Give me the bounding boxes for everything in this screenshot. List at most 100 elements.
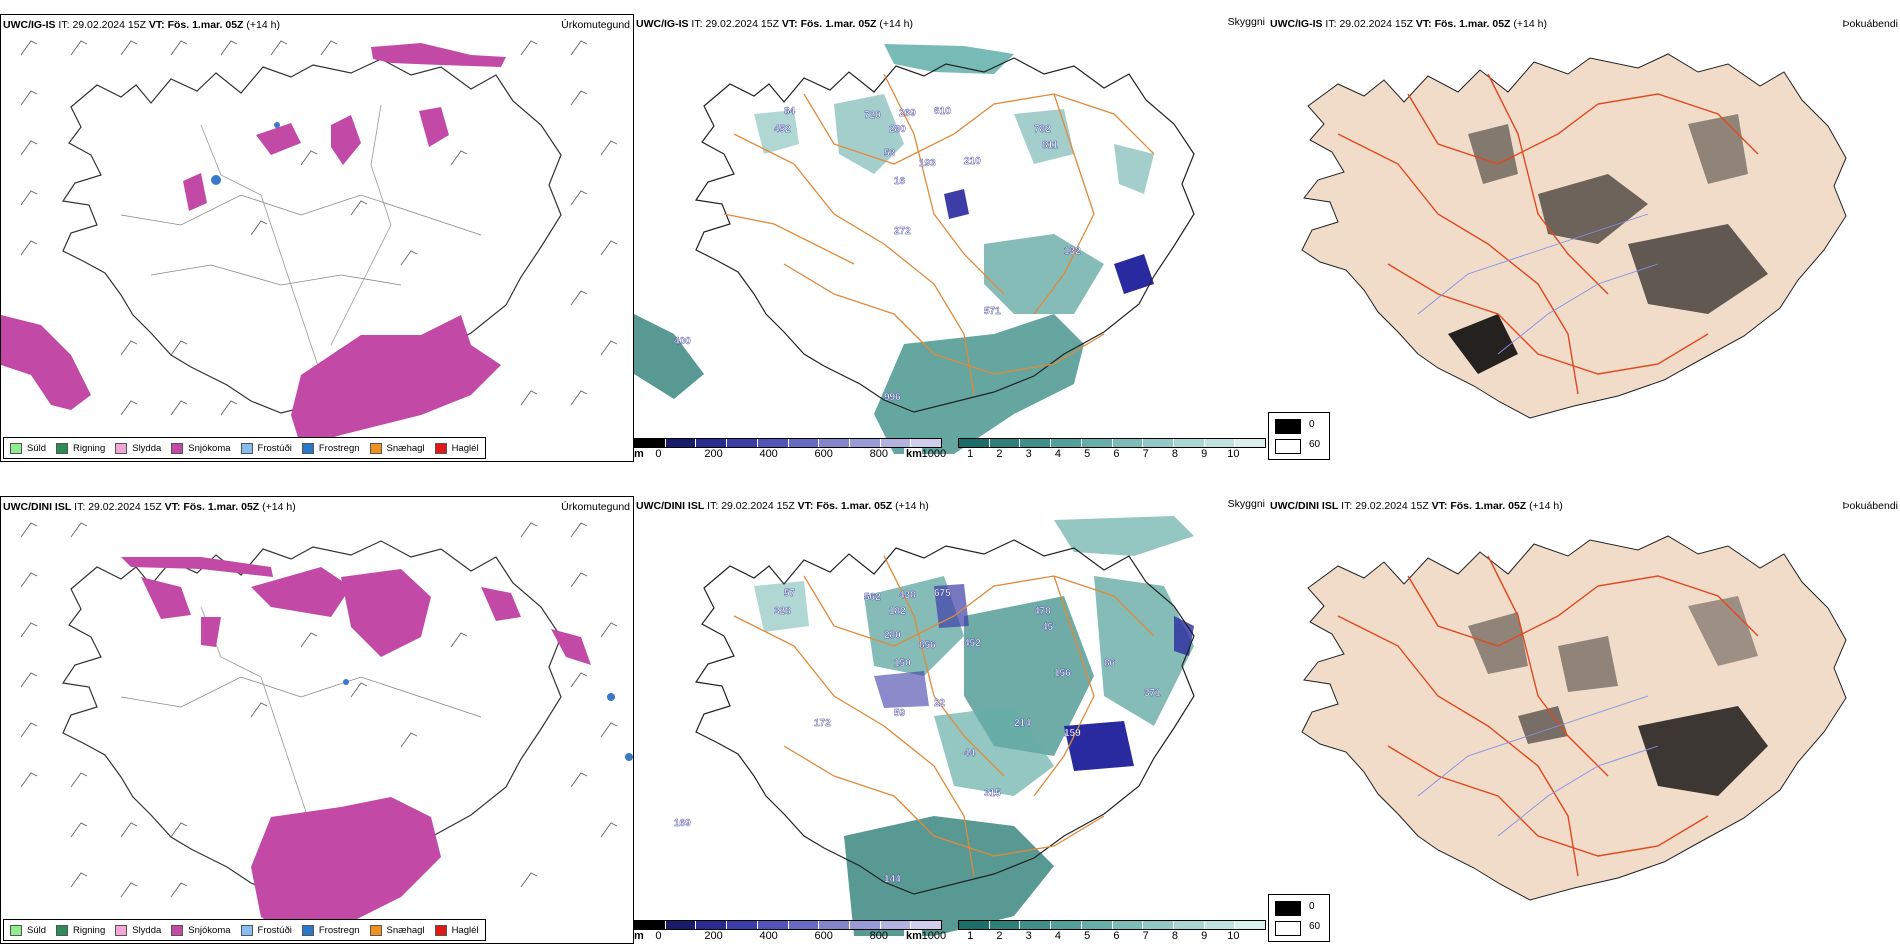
colorbar-segment: [989, 921, 1021, 929]
visibility-value-label: 269: [899, 108, 916, 119]
swatch-snow: [171, 924, 184, 936]
visibility-value-label: 86: [1104, 658, 1116, 669]
visibility-value-label: 315: [984, 788, 1001, 799]
fog-legend-black: [1275, 901, 1301, 916]
legend-label: Snæhagl: [386, 442, 425, 454]
swatch-freezing-rain: [301, 924, 314, 936]
fog-legend-high: 60: [1309, 439, 1321, 450]
colorbar-tick-label: 0: [655, 448, 662, 460]
colorbar-tick-label: 8: [1171, 448, 1178, 460]
precip-type-title-top: Úrkomutegund: [561, 19, 630, 31]
colorbar-segment: [696, 921, 728, 929]
colorbar-segment: [819, 439, 850, 447]
km-unit-bottom: km: [904, 930, 922, 942]
colorbar-segment: [880, 921, 912, 929]
visibility-value-label: 675: [934, 588, 951, 599]
colorbar-tick-label: 600: [814, 448, 833, 460]
swatch-graupel: [369, 442, 382, 454]
fog-indicator-map-top: [1301, 53, 1847, 419]
colorbar-tick-label: 1: [967, 930, 974, 942]
visibility-value-label: 782: [1034, 124, 1051, 135]
colorbar-segment: [727, 439, 758, 447]
fog-legend-high: 60: [1309, 921, 1321, 932]
swatch-rain: [56, 442, 69, 454]
colorbar-tick-label: 2: [996, 930, 1003, 942]
visibility-value-label: 57: [784, 588, 796, 599]
colorbar-tick-label: 9: [1201, 930, 1208, 942]
colorbar-tick-label: 5: [1084, 930, 1091, 942]
colorbar-tick-label: 600: [814, 930, 833, 942]
colorbar-tick-label: 5: [1084, 448, 1091, 460]
colorbar-tick-label: 800: [869, 930, 888, 942]
visibility-value-label: 280: [889, 124, 906, 135]
colorbar-segment: [788, 921, 820, 929]
colorbar-tick-label: 0: [655, 930, 662, 942]
visibility-value-label: 720: [864, 110, 881, 121]
m-unit-bottom: m: [634, 930, 644, 942]
header-top-2: UWC/IG-IS IT: 29.02.2024 15Z VT: Fös. 1.…: [636, 18, 913, 30]
colorbar-segment: [880, 439, 912, 447]
visibility-value-label: 182: [889, 606, 906, 617]
colorbar-segment: [788, 439, 820, 447]
legend-label: Frostúði: [257, 442, 292, 454]
visibility-value-label: 132: [1064, 246, 1081, 257]
visibility-value-label: 169: [674, 818, 691, 829]
colorbar-segment: [959, 921, 990, 929]
colorbar-tick-label: 10: [1227, 930, 1240, 942]
visibility-m-ticks-bottom: 0 200 400 600 800 1000: [634, 930, 946, 942]
colorbar-segment: [1173, 439, 1205, 447]
visibility-value-label: 59: [894, 708, 906, 719]
visibility-title-top: Skyggni: [1227, 16, 1265, 28]
colorbar-segment: [849, 921, 881, 929]
m-unit-top: m: [634, 448, 644, 460]
visibility-km-colorbar-top: [958, 438, 1266, 448]
colorbar-segment: [665, 921, 697, 929]
colorbar-tick-label: 7: [1142, 930, 1149, 942]
legend-label: Súld: [27, 924, 47, 936]
visibility-panel-bottom: 57 328 562 438 182 675 478 45 452 280 856 150 59 159 3…: [634, 496, 1268, 944]
fog-legend-top: 0 60: [1268, 412, 1330, 460]
colorbar-tick-label: 800: [869, 448, 888, 460]
colorbar-segment: [727, 921, 758, 929]
legend-label: Slydda: [132, 442, 162, 454]
colorbar-tick-label: 200: [704, 930, 723, 942]
visibility-value-label: 159: [1064, 728, 1081, 739]
legend-label: Snjókoma: [188, 442, 231, 454]
precip-type-map-top: [1, 40, 618, 447]
fog-indicator-panel-top: UWC/IG-IS IT: 29.02.2024 15Z VT: Fös. 1.…: [1268, 14, 1900, 462]
colorbar-segment: [1112, 439, 1144, 447]
colorbar-tick-label: 9: [1201, 448, 1208, 460]
visibility-value-label: 571: [984, 306, 1001, 317]
fog-indicator-map-bottom: [1301, 535, 1847, 901]
colorbar-segment: [911, 439, 942, 447]
legend-label: Rigning: [73, 924, 106, 936]
swatch-sleet: [115, 442, 128, 454]
visibility-value-label: 856: [919, 640, 936, 651]
colorbar-segment: [1020, 439, 1052, 447]
colorbar-segment: [1204, 921, 1236, 929]
colorbar-tick-label: 3: [1025, 930, 1032, 942]
colorbar-segment: [1204, 439, 1236, 447]
header-bottom-3: UWC/DINI ISL IT: 29.02.2024 15Z VT: Fös.…: [1270, 500, 1563, 512]
swatch-freezing-drizzle: [240, 924, 253, 936]
visibility-value-label: 193: [919, 158, 936, 169]
colorbar-segment: [1235, 921, 1266, 929]
fog-legend-low: 0: [1309, 901, 1315, 912]
km-unit-top: km: [904, 448, 922, 460]
visibility-value-label: 478: [1034, 606, 1051, 617]
colorbar-segment: [1081, 439, 1113, 447]
legend-label: Slydda: [132, 924, 162, 936]
visibility-value-label: 452: [774, 124, 791, 135]
legend-label: Súld: [27, 442, 47, 454]
swatch-sudd: [10, 924, 22, 936]
colorbar-tick-label: 7: [1142, 448, 1149, 460]
colorbar-segment: [989, 439, 1021, 447]
fog-indicator-title-bottom: Þokuábendi: [1842, 500, 1898, 512]
visibility-value-label: 811: [1042, 140, 1059, 151]
visibility-value-label: 22: [934, 698, 946, 709]
precip-type-panel-top: UWC/IG-IS IT: 29.02.2024 15Z VT: Fös. 1.…: [0, 14, 634, 462]
colorbar-tick-label: 4: [1054, 930, 1062, 942]
swatch-hail: [434, 924, 447, 936]
colorbar-segment: [911, 921, 942, 929]
visibility-km-colorbar-bottom: [958, 920, 1266, 930]
